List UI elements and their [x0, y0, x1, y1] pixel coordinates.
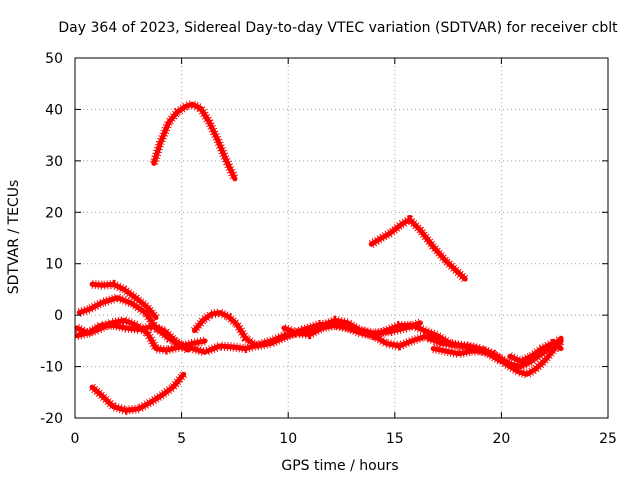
series-marks-arc-2	[368, 215, 469, 283]
y-tick-label: 0	[54, 308, 63, 324]
x-tick-label: 10	[279, 431, 297, 447]
series-marks-arc-5	[77, 293, 207, 357]
ticks-group: 0 5 10 15 20 25 -20 -10 0 10 20 30 40 50	[40, 51, 617, 447]
y-tick-label: -10	[40, 360, 63, 376]
y-axis-label: SDTVAR / TECUs	[6, 180, 22, 295]
x-tick-label: 15	[386, 431, 404, 447]
y-tick-label: 30	[45, 154, 63, 170]
series-marks-arc-13	[507, 338, 564, 366]
chart-title: Day 364 of 2023, Sidereal Day-to-day VTE…	[58, 20, 618, 36]
x-tick-label: 20	[492, 431, 510, 447]
y-tick-label: 20	[45, 205, 63, 221]
series-marks-arc-7	[76, 320, 191, 354]
x-tick-label: 25	[599, 431, 617, 447]
y-tick-label: -20	[40, 411, 63, 427]
plot-frame	[74, 57, 609, 419]
x-tick-label: 0	[71, 431, 80, 447]
x-tick-label: 5	[177, 431, 186, 447]
y-tick-label: 10	[45, 257, 63, 273]
series-line-arc-1	[151, 101, 238, 182]
series-line-arc-2	[368, 217, 468, 282]
y-tick-label: 40	[45, 102, 63, 118]
series-group	[74, 99, 565, 415]
series-marks-arc-1	[149, 99, 239, 181]
y-tick-label: 50	[45, 51, 63, 67]
x-axis-label: GPS time / hours	[281, 458, 398, 474]
series-line-arc-3	[89, 371, 187, 413]
series-marks-arc-4	[91, 279, 160, 321]
